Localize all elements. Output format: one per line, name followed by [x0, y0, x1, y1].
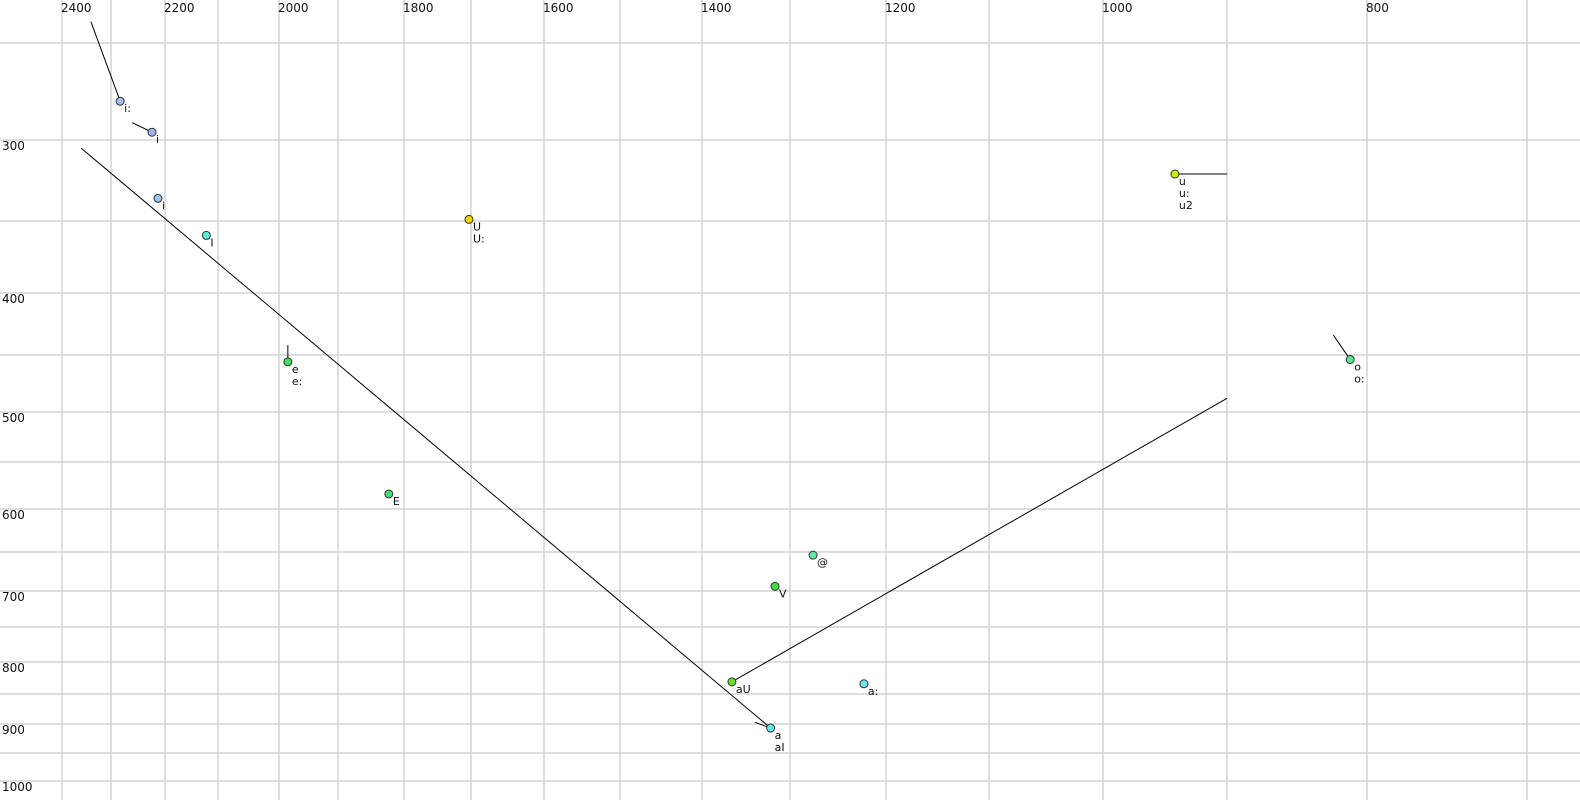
point-marker [1170, 169, 1180, 179]
x-tick-label: 1800 [403, 1, 434, 15]
vowel-point: I [201, 230, 214, 249]
point-marker [727, 677, 737, 687]
point-label: @ [817, 556, 828, 569]
point-marker [147, 127, 157, 137]
trajectory-line [80, 147, 771, 729]
x-tick-label: 800 [1366, 1, 1389, 15]
vowel-point: uu:u2 [1170, 169, 1193, 212]
point-label: aU [736, 683, 751, 696]
point-label: aI [775, 741, 785, 754]
point-label: i [156, 133, 159, 146]
point-label: o [1354, 361, 1361, 374]
y-tick-label: 900 [2, 723, 25, 737]
point-label: e [292, 363, 299, 376]
vowel-point: i [147, 127, 159, 146]
x-axis-ticks: 2400 2200 2000 1800 1600 1400 1200 1000 800 [61, 1, 1389, 15]
point-label: u2 [1179, 199, 1193, 212]
point-label: E [393, 495, 400, 508]
vowel-point: a: [859, 679, 878, 698]
x-tick-label: 1200 [885, 1, 916, 15]
point-label: u [1179, 175, 1186, 188]
y-tick-label: 500 [2, 411, 25, 425]
x-tick-label: 1600 [543, 1, 574, 15]
point-marker [201, 230, 211, 240]
vowel-point: i [153, 193, 165, 212]
point-label: U [473, 220, 481, 233]
point-marker [153, 193, 163, 203]
point-marker [1345, 355, 1355, 365]
point-marker [766, 723, 776, 733]
y-axis-ticks: 300 400 500 600 700 800 900 1000 [2, 139, 33, 794]
point-label: V [779, 587, 787, 600]
x-tick-label: 1400 [701, 1, 732, 15]
trajectories [80, 21, 1351, 729]
point-label: e: [292, 375, 302, 388]
point-label: i: [124, 102, 131, 115]
vowel-point: aU [727, 677, 751, 696]
point-label: i [162, 199, 165, 212]
y-tick-label: 800 [2, 661, 25, 675]
x-tick-label: 2200 [164, 1, 195, 15]
y-tick-label: 300 [2, 139, 25, 153]
y-tick-label: 600 [2, 508, 25, 522]
vowel-point: i: [115, 96, 131, 115]
vowel-point: V [770, 581, 787, 600]
vowel-point: E [384, 489, 400, 508]
vowel-point: ee: [283, 357, 302, 388]
point-marker [384, 489, 394, 499]
point-label: a: [868, 685, 878, 698]
point-marker [283, 357, 293, 367]
x-tick-label: 2400 [61, 1, 92, 15]
point-label: a [775, 729, 782, 742]
trajectory-line [90, 21, 121, 102]
y-tick-label: 1000 [2, 780, 33, 794]
vowel-point: @ [808, 550, 828, 569]
vowel-point: oo: [1345, 355, 1365, 386]
vowel-point: aaI [766, 723, 785, 754]
x-tick-label: 1000 [1102, 1, 1133, 15]
point-label: I [210, 236, 213, 249]
x-tick-label: 2000 [278, 1, 309, 15]
point-label: u: [1179, 187, 1190, 200]
point-marker [464, 214, 474, 224]
trajectory-line [1332, 334, 1351, 360]
point-marker [808, 550, 818, 560]
point-marker [859, 679, 869, 689]
vowel-point: UU: [464, 214, 485, 245]
point-label: o: [1354, 373, 1364, 386]
point-label: U: [473, 232, 485, 245]
trajectory-line [731, 397, 1228, 683]
point-marker [770, 581, 780, 591]
y-tick-label: 400 [2, 292, 25, 306]
point-marker [115, 96, 125, 106]
y-tick-label: 700 [2, 590, 25, 604]
